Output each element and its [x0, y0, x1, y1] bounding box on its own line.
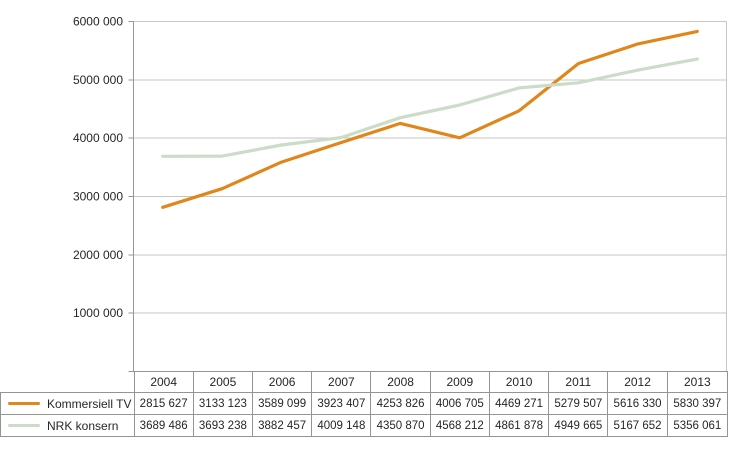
value-cell: 5167 652 — [607, 414, 668, 437]
y-axis-label: 1000 000 — [73, 306, 123, 320]
table-row-nrk-konsern: NRK konsern 3689 486 3693 238 3882 457 4009… — [0, 414, 729, 437]
series-line-kommersiell-tv — [161, 29, 699, 209]
year-header-cell: 2007 — [311, 371, 372, 393]
value-cell: 4253 826 — [370, 392, 431, 415]
value-cell: 5616 330 — [607, 392, 668, 415]
year-header-cell: 2008 — [370, 371, 431, 393]
y-axis-label: 5000 000 — [73, 73, 123, 87]
y-axis-label: 4000 000 — [73, 131, 123, 145]
year-header-cell: 2005 — [192, 371, 254, 393]
y-axis-label: - — [114, 365, 118, 373]
table-corner-spacer — [1, 372, 135, 393]
value-cell: 4568 212 — [429, 414, 490, 437]
year-header-cell: 2004 — [133, 371, 194, 393]
line-chart-plot-area: - 1000 000 2000 000 3000 000 4000 000 5000 00… — [73, 15, 727, 373]
value-cell: 3923 407 — [311, 392, 372, 415]
value-cell: 5830 397 — [666, 392, 729, 415]
value-cell: 3693 238 — [192, 414, 254, 437]
kommersiell-tv-line-swatch-icon — [8, 402, 40, 405]
legend-cell-kommersiell-tv: Kommersiell TV — [0, 392, 135, 415]
value-cell: 4006 705 — [429, 392, 490, 415]
value-cell: 4949 665 — [548, 414, 609, 437]
year-header-cell: 2006 — [252, 371, 313, 393]
series-line-nrk-konsern — [161, 57, 699, 158]
value-cell: 5279 507 — [548, 392, 609, 415]
nrk-konsern-line-swatch-icon — [8, 424, 40, 427]
value-cell: 3133 123 — [192, 392, 254, 415]
year-header-cell: 2009 — [429, 371, 490, 393]
table-header-row: 2004 2005 2006 2007 2008 2009 2010 2011 2012 2013 — [1, 371, 729, 393]
y-axis-label: 2000 000 — [73, 248, 123, 262]
value-cell: 3589 099 — [252, 392, 313, 415]
legend-label-nrk-konsern: NRK konsern — [47, 418, 119, 433]
value-cell: 4350 870 — [370, 414, 431, 437]
value-cell: 4861 878 — [488, 414, 550, 437]
value-cell: 2815 627 — [133, 392, 194, 415]
year-header-cell: 2013 — [666, 371, 729, 393]
table-row-kommersiell-tv: Kommersiell TV 2815 627 3133 123 3589 099 3… — [0, 392, 729, 415]
value-cell: 3689 486 — [133, 414, 194, 437]
value-cell: 5356 061 — [666, 414, 729, 437]
year-header-cell: 2011 — [548, 371, 609, 393]
value-cell: 3882 457 — [252, 414, 313, 437]
year-header-cell: 2012 — [607, 371, 668, 393]
value-cell: 4009 148 — [311, 414, 372, 437]
y-axis-label: 3000 000 — [73, 190, 123, 204]
data-table: 2004 2005 2006 2007 2008 2009 2010 2011 2012 2013… — [0, 371, 729, 437]
year-header-cell: 2010 — [488, 371, 550, 393]
value-cell: 4469 271 — [488, 392, 550, 415]
legend-label-kommersiell-tv: Kommersiell TV — [47, 396, 132, 411]
y-axis-label: 6000 000 — [73, 15, 123, 29]
legend-cell-nrk-konsern: NRK konsern — [0, 414, 135, 437]
